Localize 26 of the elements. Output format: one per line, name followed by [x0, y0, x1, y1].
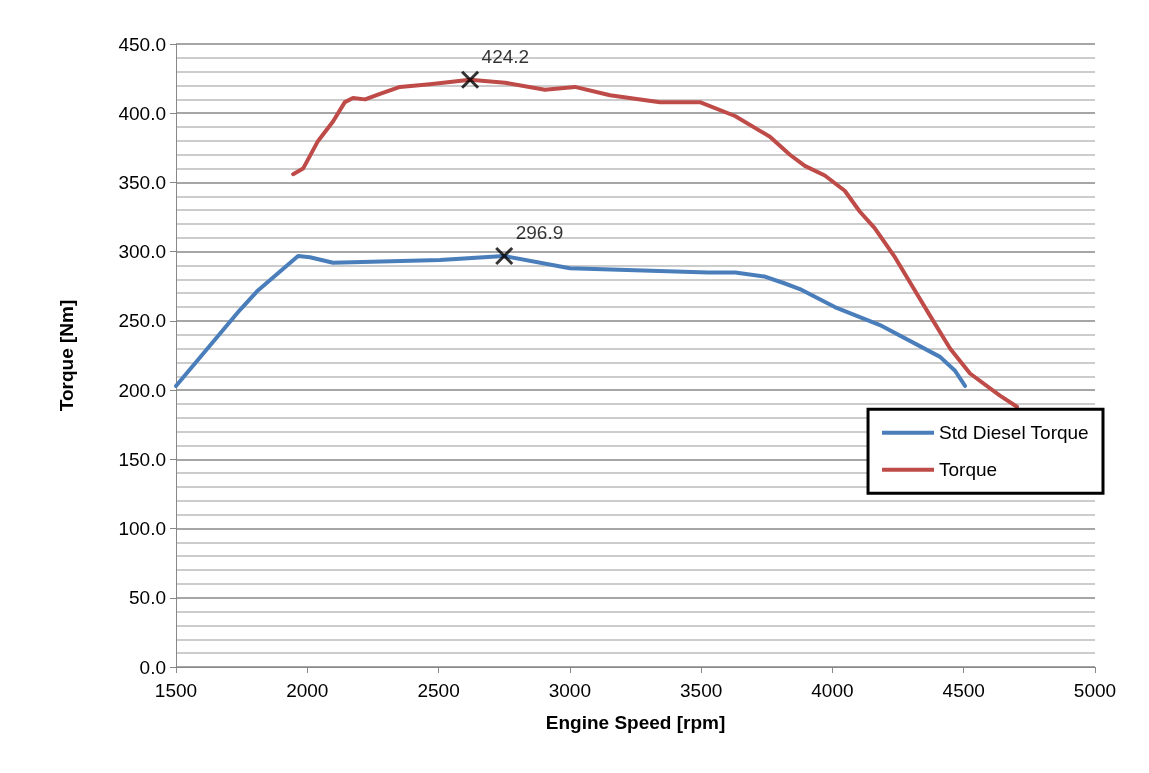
x-tick-label: 4000 [811, 680, 854, 701]
y-tick-label: 350.0 [118, 171, 166, 193]
data-label: 424.2 [481, 46, 530, 68]
legend-label: Std Diesel Torque [939, 422, 1089, 444]
x-tick-label: 1500 [154, 680, 198, 701]
y-tick-label: 100.0 [118, 518, 166, 540]
legend-label: Torque [939, 459, 998, 481]
line-series [291, 77, 1020, 409]
y-tick-label: 450.0 [118, 33, 166, 55]
x-tick-label: 2000 [286, 680, 329, 701]
data-label: 296.9 [515, 222, 564, 244]
line-series [174, 253, 968, 388]
y-tick-label: 200.0 [118, 379, 166, 401]
y-tick-label: 300.0 [118, 241, 166, 263]
y-tick-label: 250.0 [118, 310, 166, 332]
x-tick-label: 4500 [942, 680, 985, 701]
x-tick-label: 3500 [680, 680, 723, 701]
y-tick-label: 400.0 [118, 102, 166, 124]
y-tick-label: 150.0 [118, 448, 166, 470]
y-axis-title: Torque [Nm] [56, 299, 77, 412]
x-tick-label: 2500 [417, 680, 460, 701]
x-tick-label: 3000 [548, 680, 591, 701]
y-tick-label: 0.0 [139, 656, 166, 678]
x-axis-title: Engine Speed [rpm] [545, 712, 726, 733]
x-tick-label: 5000 [1073, 680, 1117, 701]
y-tick-label: 50.0 [129, 587, 166, 609]
